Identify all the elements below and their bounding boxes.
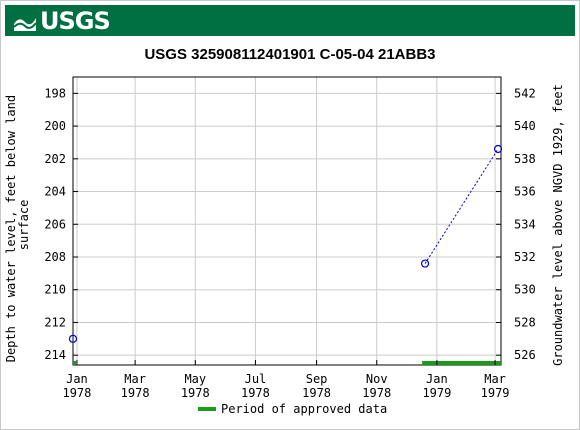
data-point [493, 144, 503, 154]
y-tick-label-right: 536 [514, 185, 536, 199]
y-axis-left-label-line2: surface [17, 200, 31, 251]
y-axis-left-label: Depth to water level, feet below land su… [4, 88, 31, 363]
x-tick-label-month: Jul [245, 372, 267, 386]
y-tick-label-right: 534 [514, 217, 536, 231]
y-tick-label-right: 532 [514, 250, 536, 264]
y-axis-left-label-line1: Depth to water level, feet below land [4, 95, 18, 362]
x-tick-label-year: 1979 [422, 386, 451, 400]
y-tick-label-left: 208 [44, 250, 66, 264]
usgs-logo-text: USGS [40, 7, 111, 35]
y-tick-label-left: 204 [44, 185, 66, 199]
x-tick-label-month: May [184, 372, 206, 386]
usgs-banner: USGS [5, 5, 575, 36]
y-tick-label-right: 538 [514, 152, 536, 166]
x-tick-label-year: 1978 [241, 386, 270, 400]
y-tick-label-left: 212 [44, 315, 66, 329]
y-tick-label-right: 528 [514, 315, 536, 329]
approved-periods [73, 361, 501, 365]
y-tick-label-right: 542 [514, 86, 536, 100]
data-series [68, 144, 503, 343]
legend-label: Period of approved data [221, 402, 387, 416]
x-tick-label-month: Mar [124, 372, 146, 386]
y-tick-label-right: 526 [514, 348, 536, 362]
y-tick-label-left: 210 [44, 283, 66, 297]
y-tick-label-right: 530 [514, 283, 536, 297]
x-tick-label-month: Mar [484, 372, 506, 386]
y-tick-label-left: 198 [44, 86, 66, 100]
chart-title: USGS 325908112401901 C-05-04 21ABB3 [144, 46, 435, 63]
y-tick-label-left: 200 [44, 119, 66, 133]
axis-ticks: 198 542 200 540 202 538 204 536 206 534 208 532 210 5… [44, 86, 535, 400]
y-axis-right-label: Groundwater level above NGVD 1929, feet [551, 84, 565, 366]
data-point [68, 334, 78, 343]
approved-period-bar [73, 361, 76, 365]
x-tick-label-year: 1979 [481, 386, 510, 400]
y-tick-label-left: 206 [44, 217, 66, 231]
x-tick-label-month: Jan [66, 372, 88, 386]
usgs-logo[interactable]: USGS [13, 7, 111, 35]
x-tick-label-month: Jan [426, 372, 448, 386]
data-point [420, 259, 430, 268]
x-tick-label-year: 1978 [121, 386, 150, 400]
x-tick-label-year: 1978 [181, 386, 210, 400]
y-tick-label-left: 202 [44, 152, 66, 166]
usgs-wave-icon [13, 18, 37, 31]
approved-period-bar [422, 361, 501, 365]
x-tick-label-year: 1978 [302, 386, 331, 400]
x-tick-label-year: 1978 [362, 386, 391, 400]
y-tick-label-left: 214 [44, 348, 66, 362]
series-line [424, 148, 499, 264]
x-tick-label-month: Sep [306, 372, 328, 386]
legend: Period of approved data [198, 402, 387, 416]
grid-lines [73, 77, 501, 365]
plot-area [72, 76, 502, 366]
x-tick-label-year: 1978 [62, 386, 91, 400]
x-tick-label-month: Nov [366, 372, 388, 386]
y-tick-label-right: 540 [514, 119, 536, 133]
